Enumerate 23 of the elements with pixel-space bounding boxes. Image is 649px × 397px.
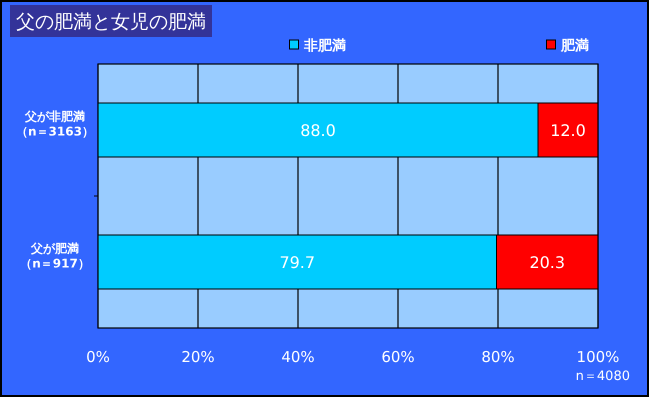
x-tick-label: 20% (181, 348, 215, 366)
data-label: 12.0 (550, 121, 586, 140)
category: 父が肥満（n＝917） (20, 242, 90, 270)
x-tick-label: 100% (576, 348, 620, 366)
data-label: 79.7 (279, 253, 316, 272)
data-label: 20.3 (529, 253, 566, 272)
legend-label: 非肥満 (303, 38, 346, 54)
x-tick-label: 0% (86, 348, 110, 366)
chart-title: 父の肥満と女児の肥満 (16, 11, 206, 33)
bar: 88.0 (98, 102, 538, 158)
legend-item: 肥満 (546, 38, 589, 54)
legend-item: 非肥満 (289, 38, 346, 54)
bar: 20.3 (496, 234, 598, 290)
bar: 12.0 (538, 102, 598, 158)
bar: 79.7 (98, 234, 497, 290)
title: 父の肥満と女児の肥満 (10, 5, 212, 37)
x-tick-label: 80% (481, 348, 515, 366)
text: n＝4080 (576, 369, 630, 384)
legend-label: 肥満 (560, 38, 589, 54)
data-label: 88.0 (300, 121, 336, 140)
category: 父が非肥満（n＝3163） (16, 110, 94, 138)
x-tick-label: 60% (381, 348, 415, 366)
x-tick-label: 40% (281, 348, 315, 366)
